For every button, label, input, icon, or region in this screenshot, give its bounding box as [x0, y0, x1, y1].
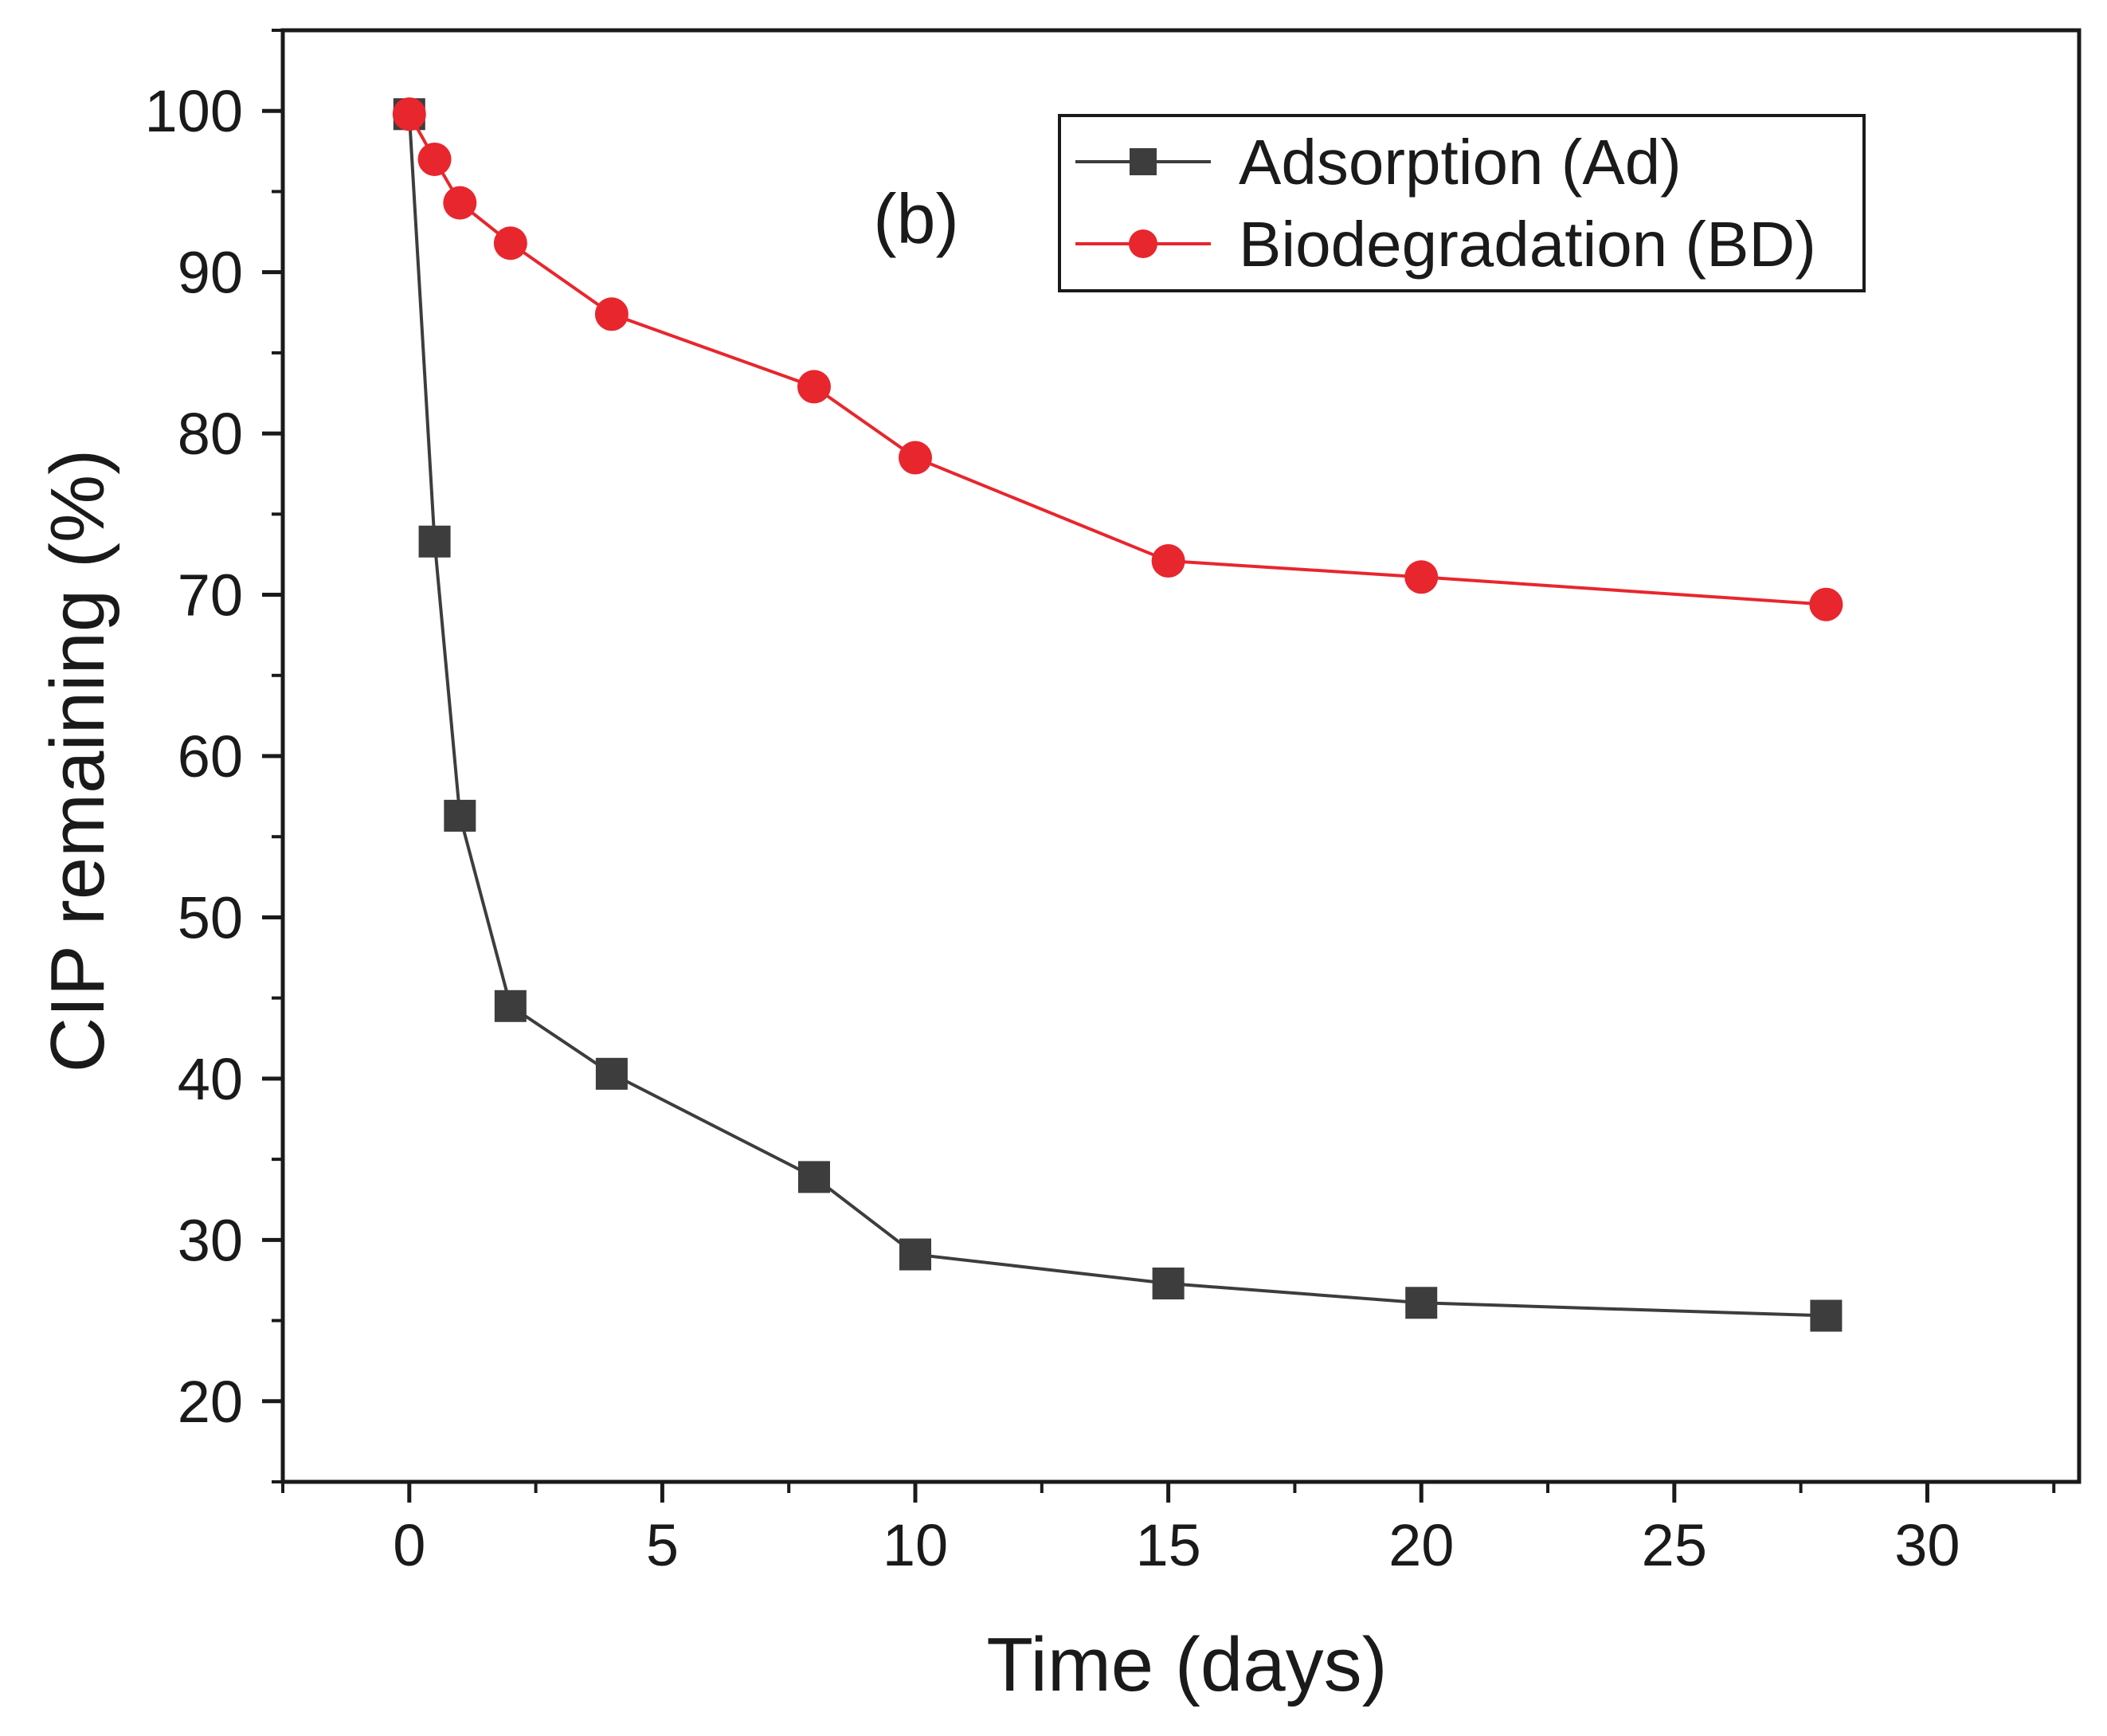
series-layer	[392, 97, 1843, 1332]
x-tick-label: 10	[883, 1512, 948, 1578]
axes: 0 5 10 15 20 25 30 20 30 40 50 60 70 80 90 100	[145, 28, 2082, 1578]
adsorption-point	[899, 1238, 932, 1271]
y-tick-label: 80	[178, 401, 243, 467]
legend-label-adsorption: Adsorption (Ad)	[1239, 127, 1682, 198]
y-tick-label: 90	[178, 240, 243, 306]
x-tick-label: 30	[1894, 1512, 1960, 1578]
adsorption-point	[595, 1057, 628, 1090]
biodegradation-point	[797, 370, 831, 404]
x-axis-title: Time (days)	[986, 1622, 1387, 1707]
panel-annotation: (b)	[873, 179, 959, 258]
biodegradation-point	[1809, 587, 1843, 621]
biodegradation-point	[1151, 544, 1185, 578]
adsorption-point	[444, 799, 476, 832]
adsorption-point	[797, 1161, 830, 1193]
biodegradation-point	[392, 97, 426, 131]
biodegradation-point	[443, 186, 477, 220]
biodegradation-point	[417, 142, 452, 176]
x-tick-label: 5	[646, 1512, 679, 1578]
x-tick-label: 20	[1388, 1512, 1454, 1578]
legend-marker-adsorption	[1130, 148, 1157, 175]
adsorption-point	[1152, 1267, 1185, 1299]
legend-box	[1058, 114, 1866, 292]
y-tick-label: 40	[178, 1046, 243, 1112]
biodegradation-point	[594, 297, 629, 331]
legend: Adsorption (Ad) Biodegradation (BD)	[1058, 114, 1866, 292]
y-tick-label: 20	[178, 1369, 243, 1435]
adsorption-point	[1810, 1299, 1843, 1332]
y-tick-label: 100	[145, 78, 243, 144]
y-axis-title: CIP remaining (%)	[35, 449, 120, 1072]
adsorption-point	[494, 989, 527, 1022]
y-tick-label: 60	[178, 723, 243, 790]
biodegradation-point	[493, 226, 527, 261]
y-tick-label: 30	[178, 1207, 243, 1273]
biodegradation-point	[899, 441, 933, 475]
adsorption-point	[1405, 1287, 1438, 1319]
legend-marker-biodegradation	[1129, 229, 1157, 258]
x-tick-label: 0	[393, 1512, 425, 1578]
x-tick-label: 25	[1642, 1512, 1707, 1578]
biodegradation-point	[1404, 560, 1439, 594]
x-tick-label: 15	[1135, 1512, 1200, 1578]
legend-label-biodegradation: Biodegradation (BD)	[1239, 209, 1816, 280]
biodegradation-series-line	[408, 113, 1827, 606]
adsorption-series-line	[407, 114, 1827, 1318]
legend-items: Adsorption (Ad) Biodegradation (BD)	[1075, 127, 1816, 280]
adsorption-point	[418, 525, 451, 558]
y-tick-label: 70	[178, 562, 243, 629]
y-tick-label: 50	[178, 884, 243, 950]
